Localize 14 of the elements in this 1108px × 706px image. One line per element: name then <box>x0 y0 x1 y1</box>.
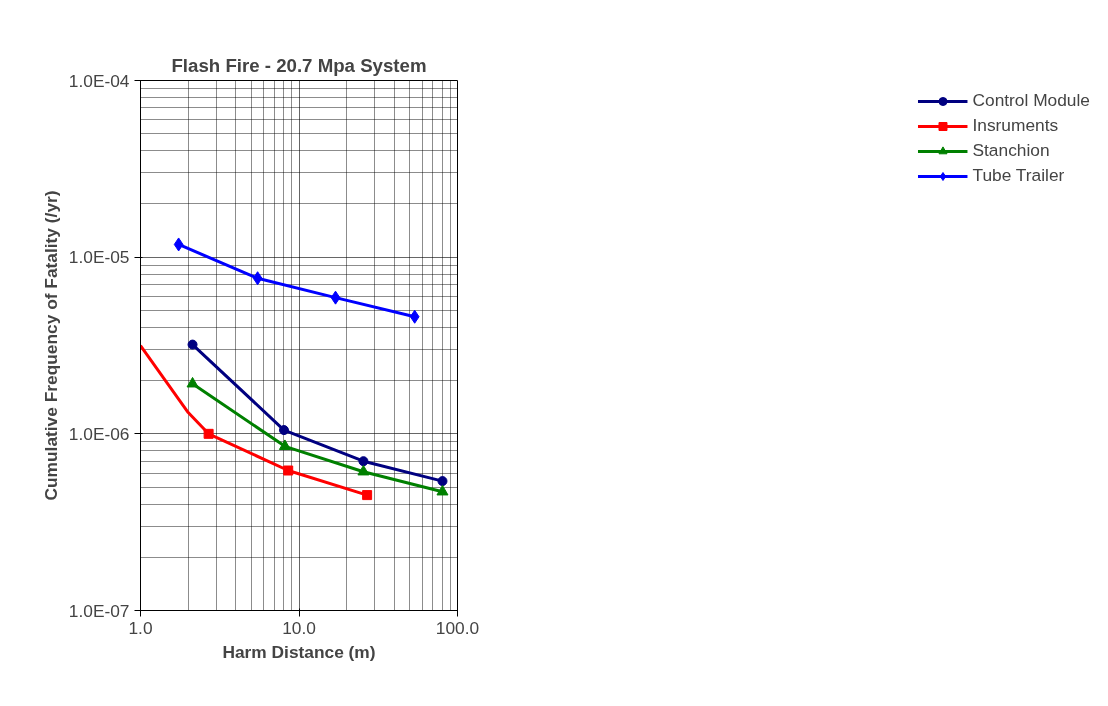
y-tick-label: 1.0E-04 <box>68 70 130 91</box>
legend-label: Tube Trailer <box>972 165 1065 186</box>
chart-title: Flash Fire - 20.7 Mpa System <box>171 54 427 76</box>
y-axis-title: Cumulative Frequency of Fatality (/yr) <box>40 190 61 501</box>
x-tick-label: 10.0 <box>282 617 316 638</box>
y-tick-label: 1.0E-06 <box>68 423 130 444</box>
legend-label: Control Module <box>972 90 1090 111</box>
legend-label: Insruments <box>972 115 1059 136</box>
y-tick-label: 1.0E-05 <box>68 247 130 268</box>
x-axis-title: Harm Distance (m) <box>222 641 376 662</box>
x-tick-label: 100.0 <box>435 617 480 638</box>
legend-label: Stanchion <box>972 140 1050 161</box>
x-tick-label: 1.0 <box>128 617 153 638</box>
y-tick-label: 1.0E-07 <box>68 600 130 621</box>
